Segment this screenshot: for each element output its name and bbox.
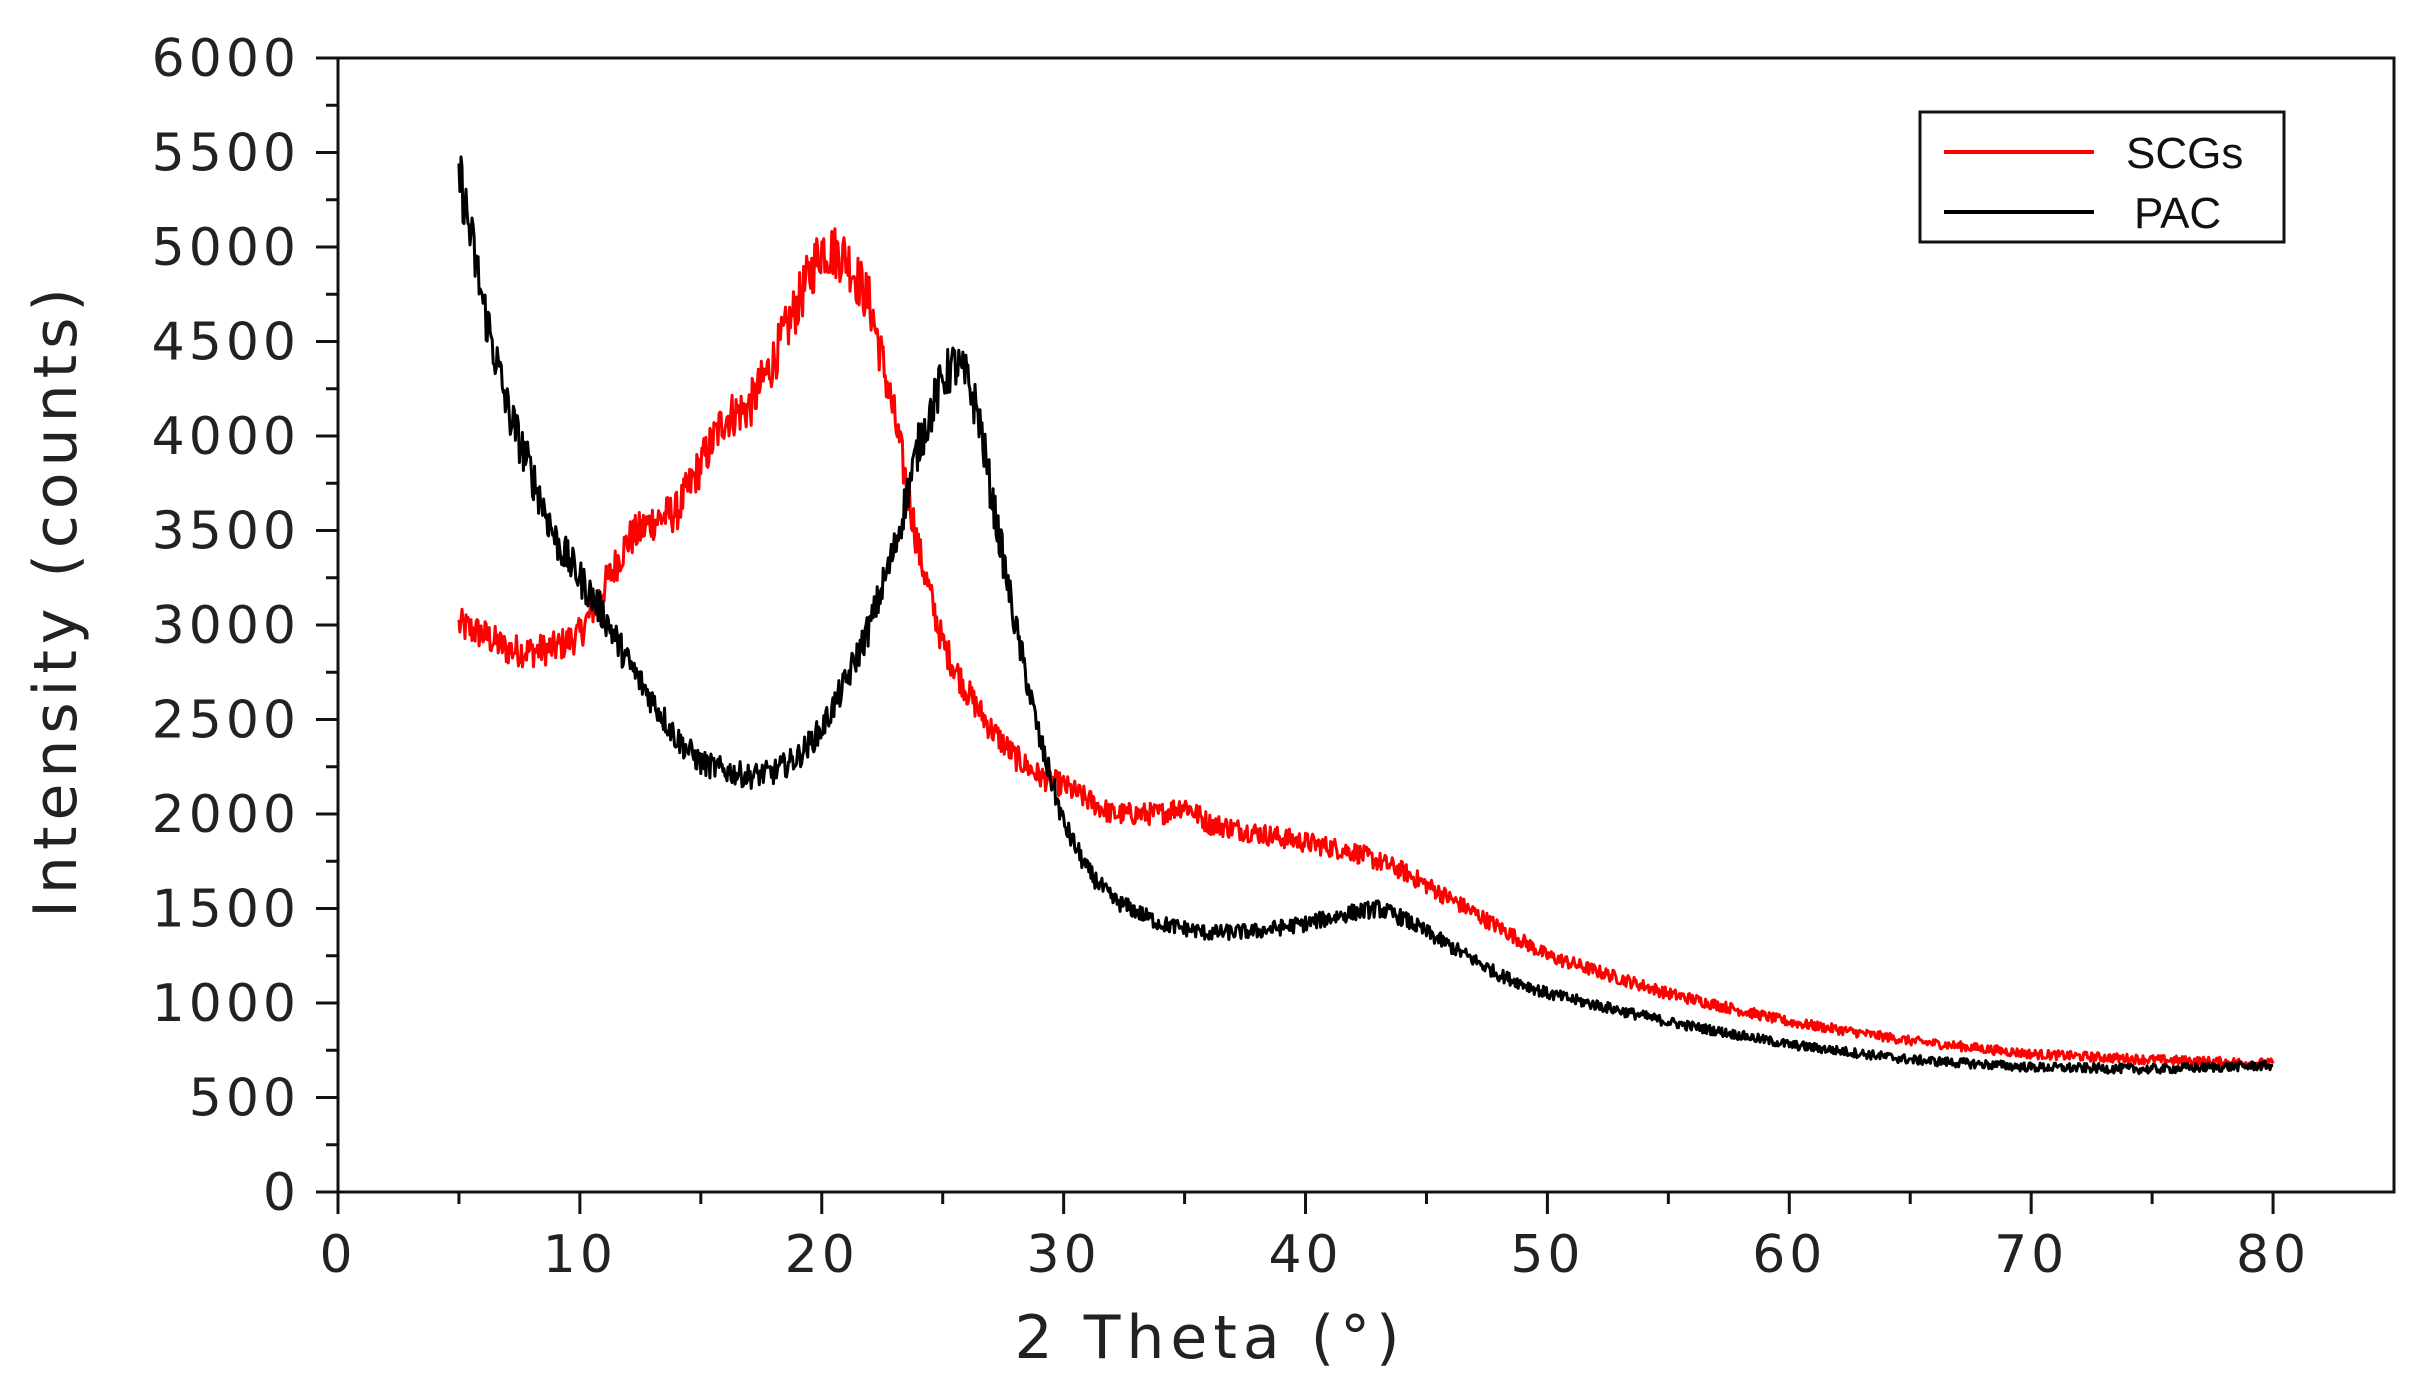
y-ticks: 0 500 1000 1500 2000 2500 3000 3500 4000 4500 5000… xyxy=(152,29,338,1223)
y-tick-label: 2000 xyxy=(152,785,300,845)
y-tick-label: 0 xyxy=(263,1163,300,1223)
y-tick-label: 4500 xyxy=(152,313,300,373)
series-line-scgs xyxy=(457,227,2275,1069)
x-tick-label: 20 xyxy=(785,1225,859,1285)
x-tick-label: 0 xyxy=(319,1225,356,1285)
x-tick-label: 50 xyxy=(1510,1225,1584,1285)
x-tick-label: 40 xyxy=(1268,1225,1342,1285)
y-tick-label: 3000 xyxy=(152,596,300,656)
y-tick-label: 3500 xyxy=(152,502,300,562)
series-group xyxy=(457,155,2275,1076)
y-tick-label: 5000 xyxy=(152,218,300,278)
legend: SCGs PAC xyxy=(1918,110,2286,244)
y-tick-label: 2500 xyxy=(152,691,300,751)
legend-label-scgs: SCGs xyxy=(2126,129,2243,178)
legend-label-pac: PAC xyxy=(2134,189,2221,238)
x-tick-label: 10 xyxy=(543,1225,617,1285)
y-tick-label: 1500 xyxy=(152,880,300,940)
x-tick-label: 60 xyxy=(1752,1225,1826,1285)
x-tick-label: 30 xyxy=(1027,1225,1101,1285)
legend-box xyxy=(1918,110,2286,244)
x-tick-label: 80 xyxy=(2236,1225,2310,1285)
x-tick-label: 70 xyxy=(1994,1225,2068,1285)
x-ticks: 0 10 20 30 40 50 60 70 80 xyxy=(319,1192,2310,1285)
y-axis-title: Intensity (counts) xyxy=(21,282,91,918)
y-tick-label: 5500 xyxy=(152,124,300,184)
y-tick-label: 4000 xyxy=(152,407,300,467)
series-line-pac xyxy=(457,155,2274,1076)
y-tick-label: 1000 xyxy=(152,974,300,1034)
y-tick-label: 500 xyxy=(189,1069,300,1129)
x-axis-title: 2 Theta (°) xyxy=(1014,1303,1405,1373)
y-tick-label: 6000 xyxy=(152,29,300,89)
